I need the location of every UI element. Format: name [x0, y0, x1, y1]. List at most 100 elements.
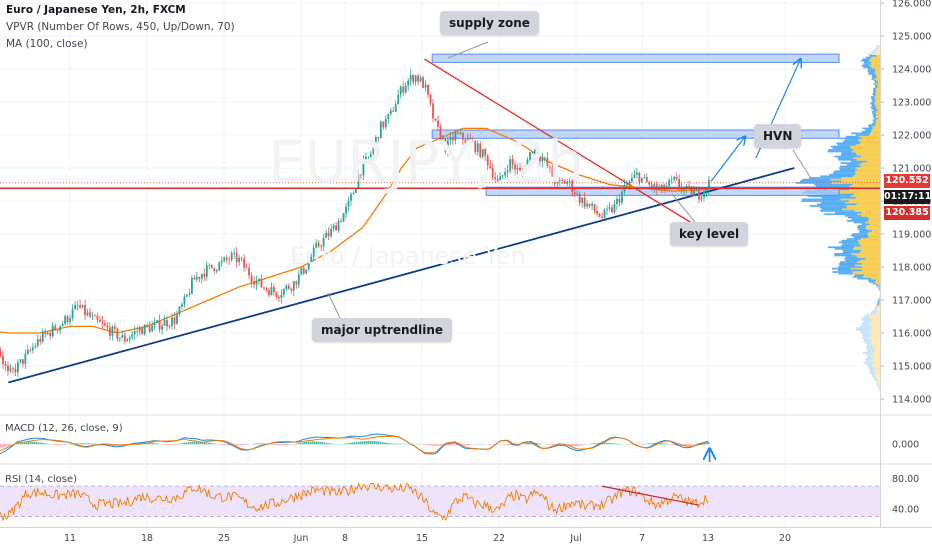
macd-histogram-bar: [201, 442, 204, 445]
macd-histogram-bar: [277, 444, 280, 446]
volume-profile-bar: [876, 383, 879, 386]
macd-histogram-bar: [37, 442, 40, 445]
volume-profile-bar: [873, 88, 876, 90]
candle-body: [690, 186, 693, 196]
macd-histogram-bar: [195, 441, 198, 445]
projection-arrow: [710, 137, 745, 182]
volume-profile-bar: [854, 173, 880, 176]
volume-profile-bar: [863, 63, 871, 65]
candle-body: [282, 288, 285, 295]
macd-histogram-bar: [125, 444, 128, 445]
macd-histogram-bar: [17, 442, 20, 445]
macd-histogram-bar: [51, 444, 54, 445]
candle-body: [389, 110, 392, 114]
ma-legend[interactable]: MA (100, close): [6, 38, 88, 50]
candle-body: [350, 194, 352, 201]
candle-body: [161, 325, 163, 330]
volume-profile-bar: [861, 130, 872, 133]
macd-histogram-bar: [271, 444, 274, 445]
macd-histogram-bar: [171, 444, 174, 445]
macd-histogram-bar: [75, 443, 78, 445]
volume-profile-bar: [877, 380, 880, 382]
volume-profile-bar: [862, 335, 871, 338]
macd-histogram-bar: [15, 443, 18, 445]
volume-profile-bar: [863, 340, 872, 343]
candle-body: [210, 264, 213, 269]
volume-profile-bar: [874, 79, 877, 82]
volume-profile-bar: [871, 277, 880, 280]
volume-profile-bar: [876, 106, 880, 108]
candle-body: [693, 190, 695, 196]
macd-histogram-bar: [233, 444, 236, 446]
price-candles: [0, 69, 710, 377]
candle-body: [640, 177, 643, 183]
candle-body: [678, 179, 681, 187]
volume-profile-bar: [878, 381, 880, 384]
vpvr-legend[interactable]: VPVR (Number Of Rows, 450, Up/Down, 70): [6, 21, 235, 33]
candle-body: [39, 339, 42, 342]
chart-title[interactable]: Euro / Japanese Yen, 2h, FXCM: [6, 4, 186, 16]
macd-histogram-bar: [221, 444, 224, 445]
candle-body: [69, 318, 71, 322]
candle-body: [295, 281, 298, 285]
macd-histogram-bar: [345, 443, 348, 445]
candle-body: [374, 136, 377, 146]
candle-body: [235, 252, 238, 263]
macd-histogram-bar: [109, 444, 112, 446]
volume-profile-bar: [837, 157, 854, 159]
volume-profile-bar: [835, 211, 862, 214]
macd-histogram-bar: [377, 441, 380, 445]
candle-body: [362, 160, 365, 176]
macd-histogram-bar: [253, 443, 256, 445]
volume-profile-bar: [854, 210, 880, 212]
candle-body: [703, 191, 705, 198]
macd-histogram-bar: [237, 444, 240, 446]
macd-histogram-bar: [317, 441, 320, 445]
candle-body: [444, 138, 447, 152]
volume-profile-bar: [866, 347, 874, 349]
candle-body: [404, 85, 407, 93]
supply-zone-box: [431, 129, 840, 139]
candle-body: [148, 326, 151, 332]
macd-legend[interactable]: MACD (12, 26, close, 9): [5, 423, 123, 434]
candle-body: [628, 181, 631, 185]
volume-profile-bar: [873, 376, 876, 379]
macd-histogram-bar: [151, 442, 154, 445]
macd-histogram-bar: [509, 444, 512, 446]
volume-profile-bar: [875, 83, 880, 85]
candle-body: [273, 287, 275, 293]
volume-profile-bar: [875, 282, 880, 285]
volume-profile-bar: [853, 149, 880, 151]
volume-profile-bar: [870, 63, 880, 65]
macd-histogram-bar: [575, 444, 578, 447]
volume-profile-bar: [875, 89, 880, 92]
macd-histogram-bar: [197, 441, 200, 445]
volume-profile-bar: [841, 244, 862, 247]
volume-profile-bar: [876, 55, 880, 57]
candle-body: [417, 75, 420, 82]
volume-profile-bar: [875, 68, 880, 70]
candle-body: [367, 156, 370, 158]
x-tick-label: 8: [342, 533, 348, 544]
macd-histogram-bar: [461, 444, 464, 446]
rsi-legend[interactable]: RSI (14, close): [5, 474, 78, 485]
macd-histogram-bar: [593, 443, 596, 445]
macd-histogram-bar: [647, 443, 650, 445]
candle-body: [94, 315, 96, 317]
volume-profile-bar: [870, 370, 875, 372]
y-tick-label: 122.000: [892, 131, 931, 142]
macd-histogram-bar: [615, 443, 618, 445]
x-tick-label: 13: [702, 533, 714, 544]
volume-profile-bar: [878, 299, 880, 301]
volume-profile-bar: [875, 86, 878, 89]
candle-body: [573, 192, 576, 195]
volume-profile-bar: [878, 48, 880, 51]
candle-body: [489, 165, 492, 168]
volume-profile-bar: [856, 158, 880, 161]
macd-histogram-bar: [33, 441, 36, 445]
macd-histogram-bar: [279, 444, 282, 446]
candle-body: [449, 137, 452, 141]
macd-histogram-bar: [501, 444, 504, 445]
macd-histogram-bar: [635, 444, 638, 445]
